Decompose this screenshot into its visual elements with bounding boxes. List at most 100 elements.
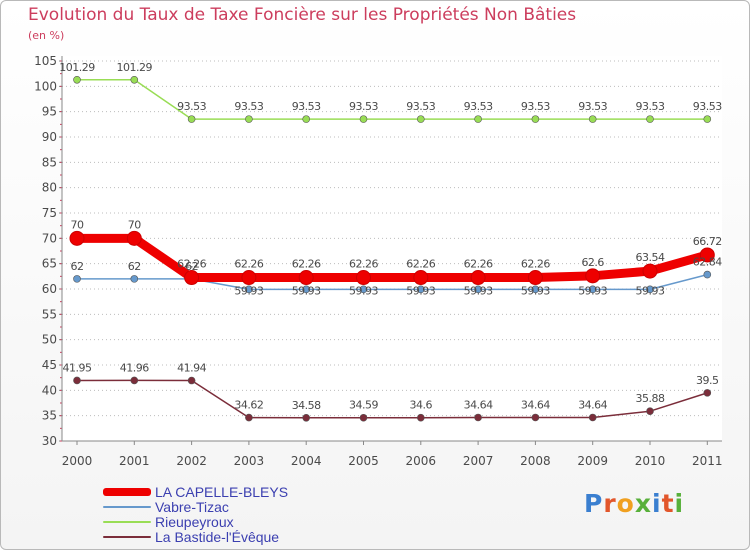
logo-letter: x [634,489,652,518]
data-label: 62 [185,260,198,273]
data-point [588,413,597,422]
data-label: 63.54 [636,251,665,264]
data-label: 93.53 [693,100,722,113]
data-point [241,270,257,286]
x-tick-label: 2010 [635,454,666,468]
data-label: 93.53 [234,100,263,113]
data-point [646,285,654,294]
data-point [474,285,482,294]
x-tick-label: 2000 [62,454,93,468]
x-tick-label: 2002 [176,454,207,468]
legend-swatch-rieupeyroux [103,521,151,523]
data-point [470,270,486,286]
x-tick-label: 2009 [577,454,608,468]
y-tick-label: 90 [42,130,57,144]
proxiti-logo: Proxiti [584,489,684,518]
data-point [413,270,429,286]
legend-label-vabre-tizac: Vabre-Tizac [155,499,229,515]
data-point [245,413,253,422]
y-tick-label: 60 [42,282,57,296]
legend-item-bastide-leveque: La Bastide-l'Évêque [103,529,363,545]
legend-swatch-vabre-tizac [103,506,151,508]
data-point [245,285,253,294]
data-point [531,413,540,422]
data-point [359,285,368,294]
data-label: 34.64 [464,398,493,411]
legend-label-rieupeyroux: Rieupeyroux [155,514,234,530]
x-tick-label: 2011 [692,454,723,468]
data-point [302,115,311,123]
y-tick-label: 100 [34,79,57,93]
y-tick-label: 95 [42,105,57,119]
data-label: 34.58 [292,399,321,412]
data-label: 62 [128,260,141,273]
data-label: 59.93 [521,284,550,297]
data-point [130,75,139,84]
data-label: 93.53 [349,100,378,113]
data-point [646,115,654,123]
data-label: 93.53 [177,100,206,113]
data-label: 70 [128,218,141,231]
data-label: 93.53 [406,100,435,113]
data-point [416,413,425,422]
data-point [187,376,196,385]
y-tick-label: 85 [42,155,57,169]
y-tick-label: 45 [42,358,57,372]
data-label: 39.5 [696,374,719,387]
data-point [588,285,597,294]
y-tick-label: 35 [42,409,57,423]
y-tick-label: 40 [42,383,57,397]
logo-letter: i [674,489,685,518]
data-label: 66.72 [693,235,722,248]
data-point [69,230,85,246]
data-point [416,285,425,294]
data-label: 59.93 [464,284,493,297]
chart-title: Evolution du Taux de Taxe Foncière sur l… [28,5,577,25]
data-point [73,75,81,84]
data-label: 62 [71,260,84,273]
data-point [73,275,81,283]
data-point [73,376,81,385]
logo-letter: t [661,489,675,518]
data-label: 101.29 [117,61,153,74]
data-point [302,285,311,294]
data-point [585,268,601,284]
legend: LA CAPELLE-BLEYS Vabre-Tizac Rieupeyroux… [103,484,363,545]
x-tick-label: 2001 [119,454,150,468]
data-label: 41.94 [177,362,206,375]
data-point [588,115,597,123]
data-label: 70 [71,218,84,231]
data-label: 59.93 [292,284,321,297]
data-label: 35.88 [636,392,665,405]
legend-item-vabre-tizac: Vabre-Tizac [103,499,363,515]
data-point [359,115,368,123]
logo-letter: P [584,489,604,518]
y-tick-label: 55 [42,307,57,321]
data-label: 93.53 [578,100,607,113]
data-point [130,275,139,283]
x-tick-label: 2004 [291,454,322,468]
data-point [474,413,482,422]
data-label: 34.64 [521,398,550,411]
data-label: 62.26 [292,258,321,271]
legend-item-capelle-bleys: LA CAPELLE-BLEYS [103,484,363,500]
data-point [184,270,200,286]
x-tick-label: 2006 [406,454,437,468]
data-point [646,407,654,416]
data-label: 62.26 [349,258,378,271]
chart-unit: (en %) [28,29,65,42]
data-label: 59.93 [578,284,607,297]
data-label: 93.53 [521,100,550,113]
series-line-0 [72,233,712,283]
series-line-2 [76,79,709,120]
data-label: 62.26 [234,258,263,271]
data-label: 62.6 [581,256,604,269]
data-point [703,270,712,279]
plot-area [62,56,722,441]
data-point [130,376,139,385]
data-point [474,115,482,123]
data-point [703,115,712,123]
data-label: 62.26 [177,258,206,271]
